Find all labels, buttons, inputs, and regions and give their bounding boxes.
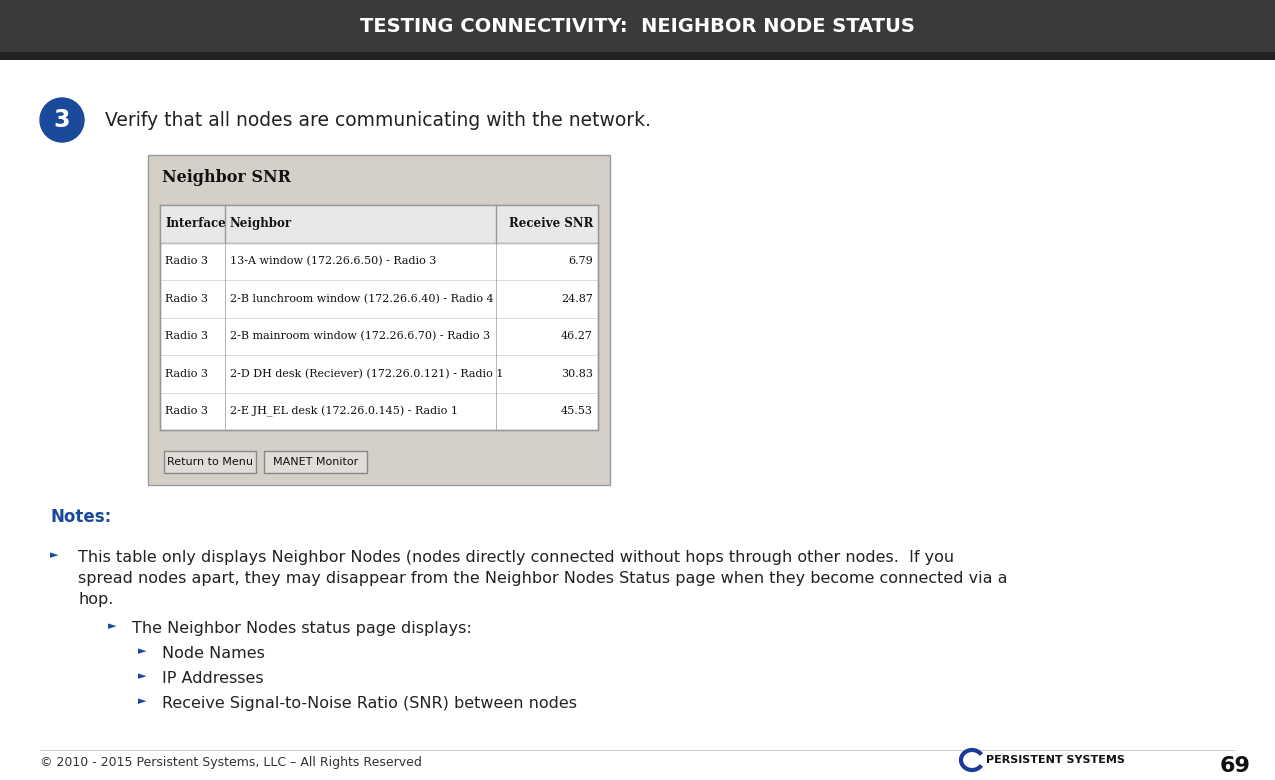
Bar: [159, 205, 598, 430]
Text: 2-E JH_EL desk (172.26.0.145) - Radio 1: 2-E JH_EL desk (172.26.0.145) - Radio 1: [230, 406, 458, 417]
Text: © 2010 - 2015 Persistent Systems, LLC – All Rights Reserved: © 2010 - 2015 Persistent Systems, LLC – …: [40, 756, 422, 769]
FancyBboxPatch shape: [264, 451, 367, 473]
Text: 13-A window (172.26.6.50) - Radio 3: 13-A window (172.26.6.50) - Radio 3: [230, 256, 436, 267]
Bar: [0, 52, 1275, 60]
Text: 2-B mainroom window (172.26.6.70) - Radio 3: 2-B mainroom window (172.26.6.70) - Radi…: [230, 331, 490, 342]
Bar: [0, 0, 1275, 52]
Text: Radio 3: Radio 3: [164, 257, 208, 266]
Text: Radio 3: Radio 3: [164, 406, 208, 417]
Text: hop.: hop.: [78, 592, 113, 607]
Bar: [148, 155, 609, 485]
Text: Neighbor: Neighbor: [230, 218, 292, 230]
Text: TESTING CONNECTIVITY:  NEIGHBOR NODE STATUS: TESTING CONNECTIVITY: NEIGHBOR NODE STAT…: [360, 16, 914, 36]
Text: ►: ►: [138, 646, 147, 656]
Text: Return to Menu: Return to Menu: [167, 457, 252, 467]
Text: Interface: Interface: [164, 218, 226, 230]
Text: ►: ►: [138, 671, 147, 681]
Text: Verify that all nodes are communicating with the network.: Verify that all nodes are communicating …: [105, 111, 652, 129]
Text: spread nodes apart, they may disappear from the Neighbor Nodes Status page when : spread nodes apart, they may disappear f…: [78, 571, 1007, 586]
Text: Radio 3: Radio 3: [164, 332, 208, 342]
FancyBboxPatch shape: [164, 451, 256, 473]
Text: Radio 3: Radio 3: [164, 294, 208, 303]
Text: 2-D DH desk (Reciever) (172.26.0.121) - Radio 1: 2-D DH desk (Reciever) (172.26.0.121) - …: [230, 369, 504, 379]
Text: IP Addresses: IP Addresses: [162, 671, 264, 686]
Text: ►: ►: [108, 621, 116, 631]
Text: MANET Monitor: MANET Monitor: [273, 457, 358, 467]
Text: Node Names: Node Names: [162, 646, 265, 661]
Text: 3: 3: [54, 108, 70, 132]
Text: ►: ►: [138, 696, 147, 706]
Text: 24.87: 24.87: [561, 294, 593, 303]
Text: Neighbor SNR: Neighbor SNR: [162, 168, 291, 186]
Text: Radio 3: Radio 3: [164, 369, 208, 379]
Text: ►: ►: [50, 550, 59, 560]
Text: 46.27: 46.27: [561, 332, 593, 342]
Text: This table only displays Neighbor Nodes (nodes directly connected without hops t: This table only displays Neighbor Nodes …: [78, 550, 954, 565]
Text: Notes:: Notes:: [50, 508, 111, 526]
Text: PERSISTENT SYSTEMS: PERSISTENT SYSTEMS: [986, 755, 1125, 765]
Circle shape: [40, 98, 84, 142]
Bar: [159, 205, 598, 243]
Text: 69: 69: [1220, 756, 1251, 776]
Text: The Neighbor Nodes status page displays:: The Neighbor Nodes status page displays:: [133, 621, 472, 636]
Text: Receive SNR: Receive SNR: [509, 218, 593, 230]
Text: Receive Signal-to-Noise Ratio (SNR) between nodes: Receive Signal-to-Noise Ratio (SNR) betw…: [162, 696, 578, 711]
Text: 30.83: 30.83: [561, 369, 593, 379]
Text: 45.53: 45.53: [561, 406, 593, 417]
Text: 6.79: 6.79: [569, 257, 593, 266]
Text: 2-B lunchroom window (172.26.6.40) - Radio 4: 2-B lunchroom window (172.26.6.40) - Rad…: [230, 293, 493, 304]
